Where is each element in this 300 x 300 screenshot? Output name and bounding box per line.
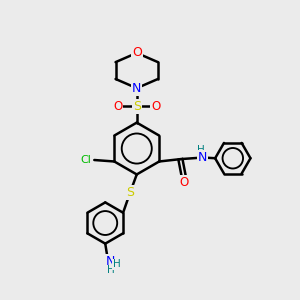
Text: O: O bbox=[151, 100, 160, 113]
Text: N: N bbox=[198, 151, 207, 164]
Text: N: N bbox=[106, 254, 115, 268]
Text: H: H bbox=[197, 145, 205, 155]
Text: H: H bbox=[112, 259, 120, 269]
Text: Cl: Cl bbox=[80, 155, 91, 165]
Text: O: O bbox=[179, 176, 188, 189]
Text: S: S bbox=[126, 186, 134, 199]
Text: N: N bbox=[132, 82, 141, 95]
Text: O: O bbox=[132, 46, 142, 59]
Text: O: O bbox=[113, 100, 122, 113]
Text: H: H bbox=[107, 265, 114, 275]
Text: S: S bbox=[133, 100, 141, 113]
